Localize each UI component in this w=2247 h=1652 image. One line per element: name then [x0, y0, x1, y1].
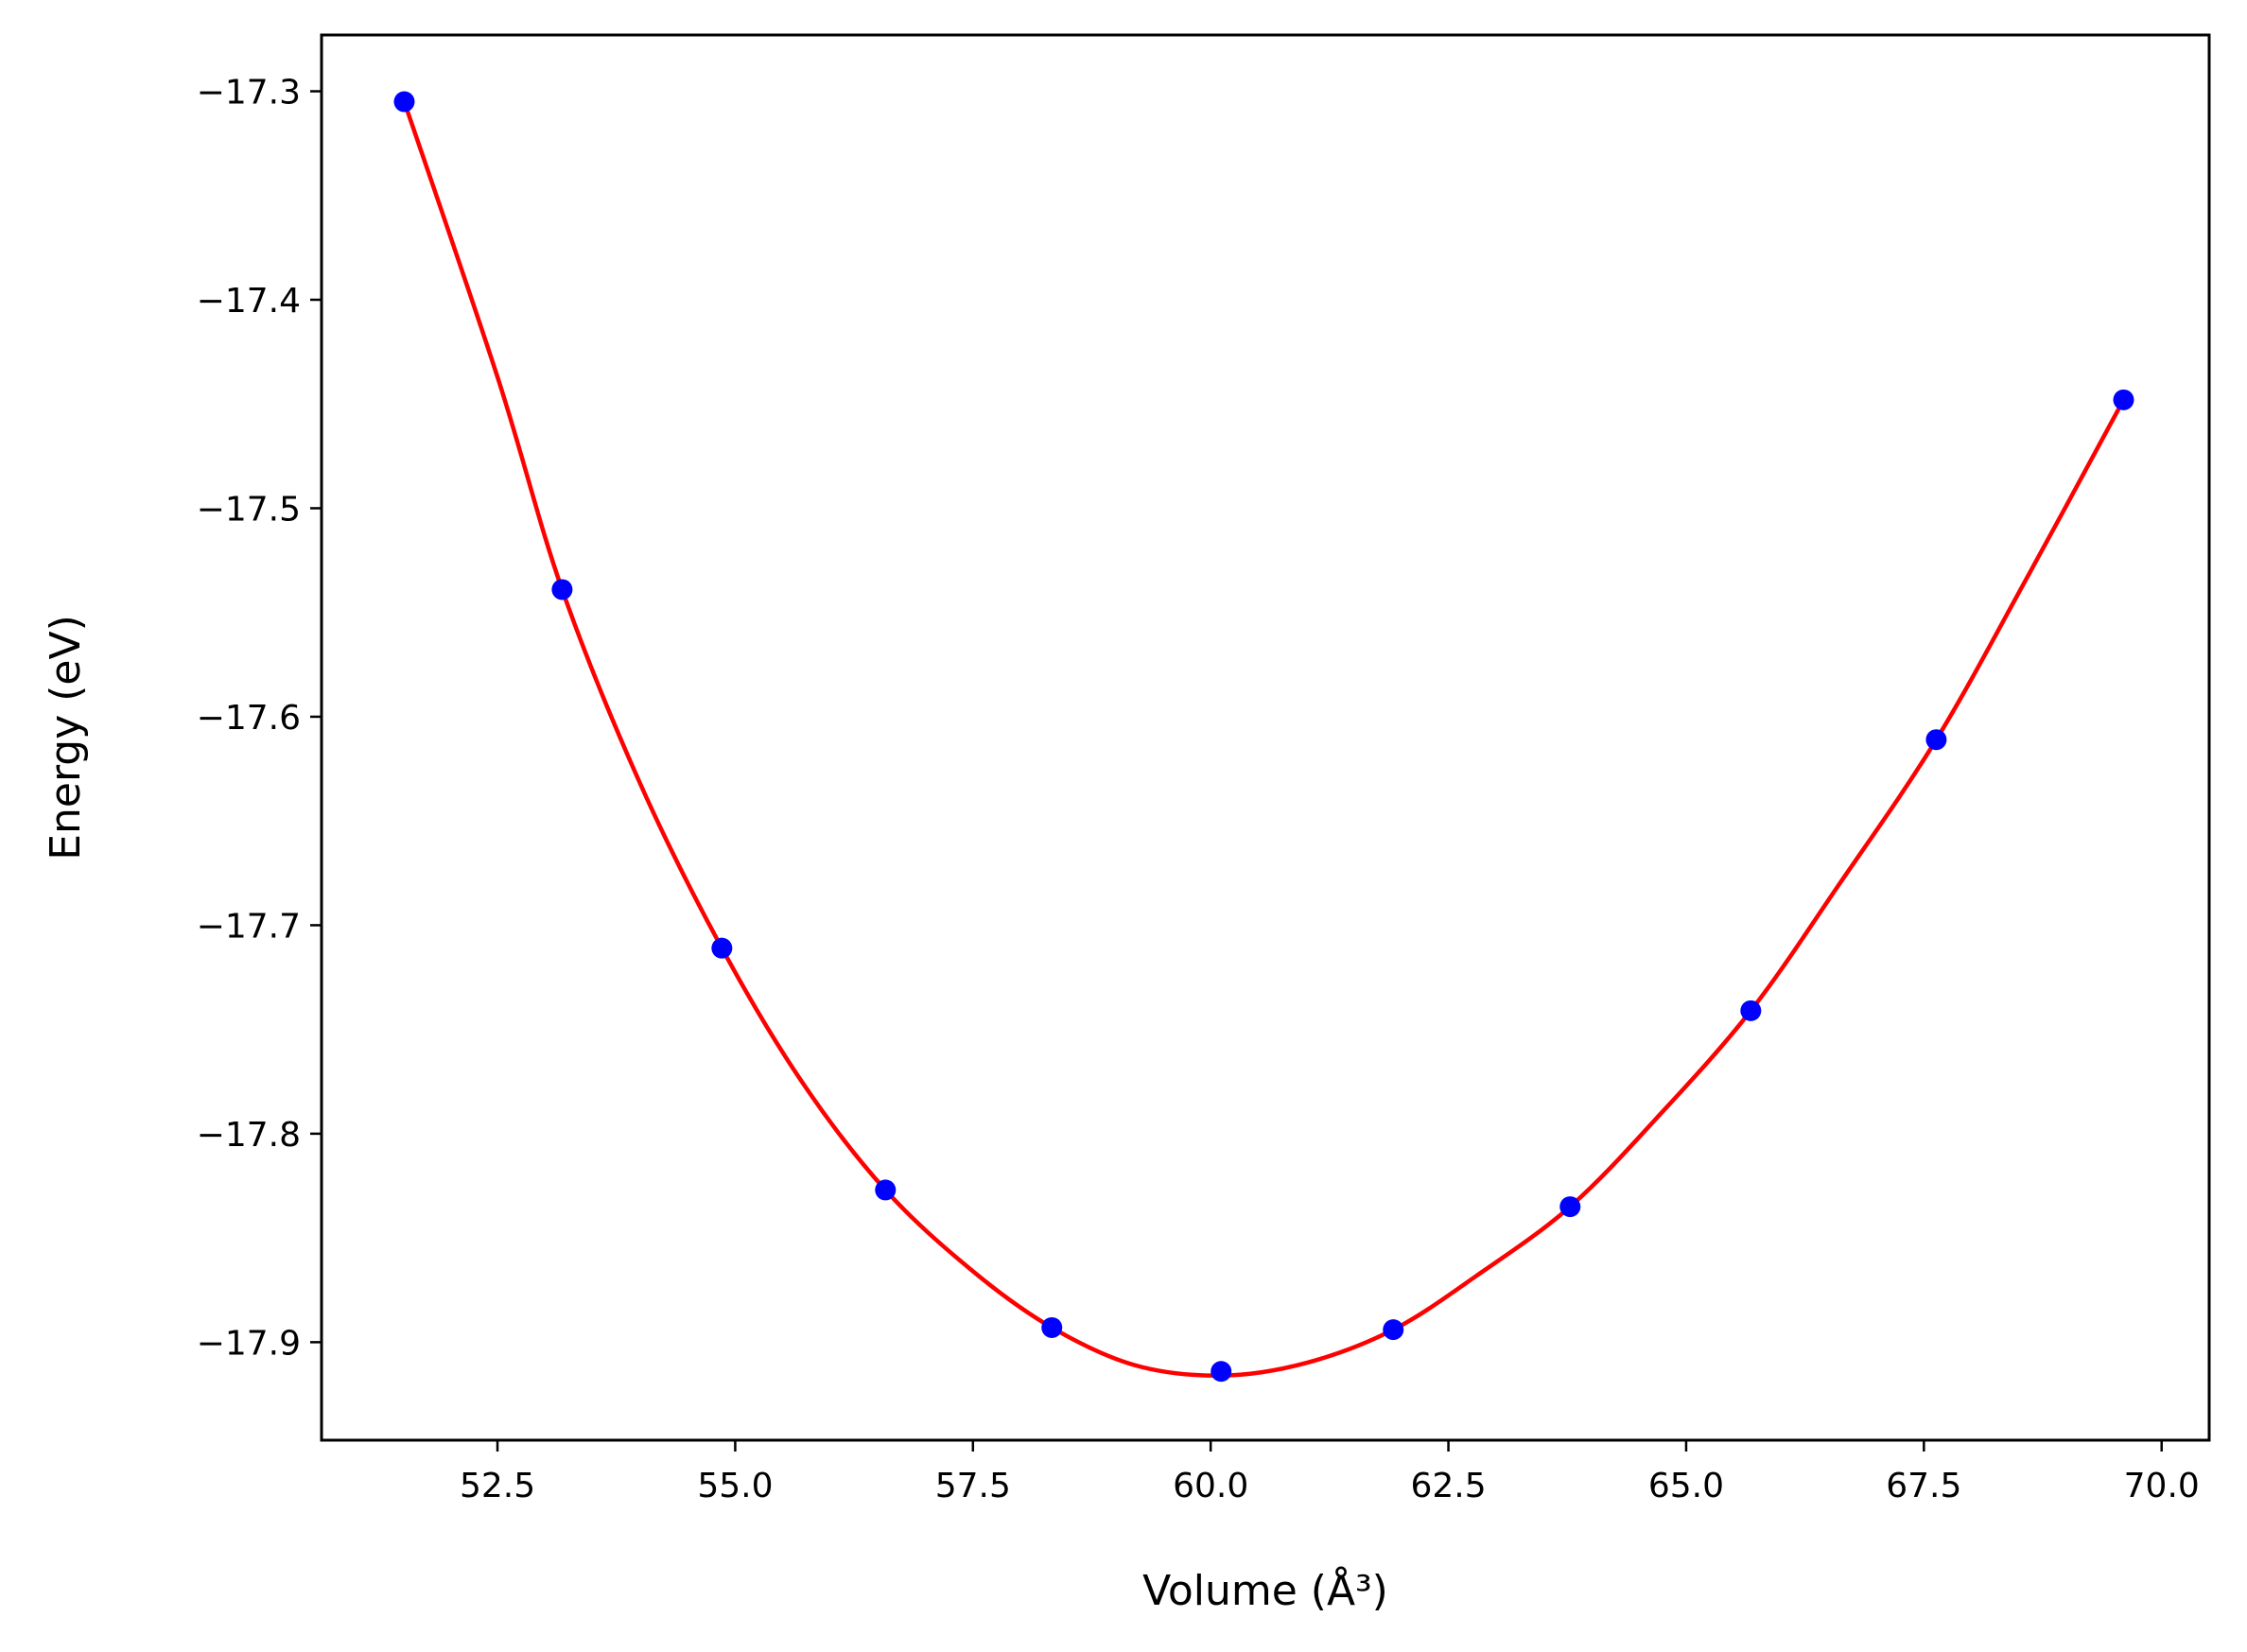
- y-tick-label: −17.7: [197, 907, 301, 946]
- x-tick-label: 57.5: [935, 1467, 1011, 1505]
- x-tick-label: 67.5: [1886, 1467, 1961, 1505]
- axes-frame: [320, 33, 2211, 1442]
- data-point: [1383, 1319, 1404, 1341]
- data-point: [875, 1179, 897, 1201]
- x-tick-label: 55.0: [697, 1467, 773, 1505]
- data-point: [711, 937, 733, 959]
- x-tick-label: 65.0: [1648, 1467, 1724, 1505]
- data-point: [551, 579, 573, 600]
- x-axis-label: Volume (Å³): [1142, 1565, 1388, 1615]
- plot-area: [393, 91, 2134, 1382]
- x-tick-label: 52.5: [460, 1467, 535, 1505]
- y-tick-label: −17.8: [197, 1116, 301, 1155]
- data-point: [1041, 1316, 1063, 1338]
- y-tick-label: −17.9: [197, 1324, 301, 1363]
- x-axis: 52.5 55.0 57.5 60.0 62.5 65.0 67.5 70.0: [460, 1440, 2200, 1505]
- x-tick-label: 70.0: [2124, 1467, 2200, 1505]
- fit-curve: [402, 100, 2126, 1378]
- data-point: [1211, 1361, 1232, 1382]
- y-axis: −17.3 −17.4 −17.5 −17.6 −17.7 −17.8 −17.9: [197, 74, 322, 1363]
- y-tick-label: −17.3: [197, 74, 301, 113]
- x-tick-label: 60.0: [1173, 1467, 1248, 1505]
- x-tick-label: 62.5: [1410, 1467, 1486, 1505]
- data-point: [1559, 1196, 1581, 1218]
- data-point: [1925, 729, 1947, 751]
- y-axis-label: Energy (eV): [42, 615, 90, 861]
- data-point: [1740, 1000, 1762, 1021]
- data-point: [393, 91, 415, 113]
- y-tick-label: −17.6: [197, 699, 301, 738]
- y-tick-label: −17.4: [197, 282, 301, 321]
- data-point: [2113, 389, 2134, 410]
- y-tick-label: −17.5: [197, 490, 301, 529]
